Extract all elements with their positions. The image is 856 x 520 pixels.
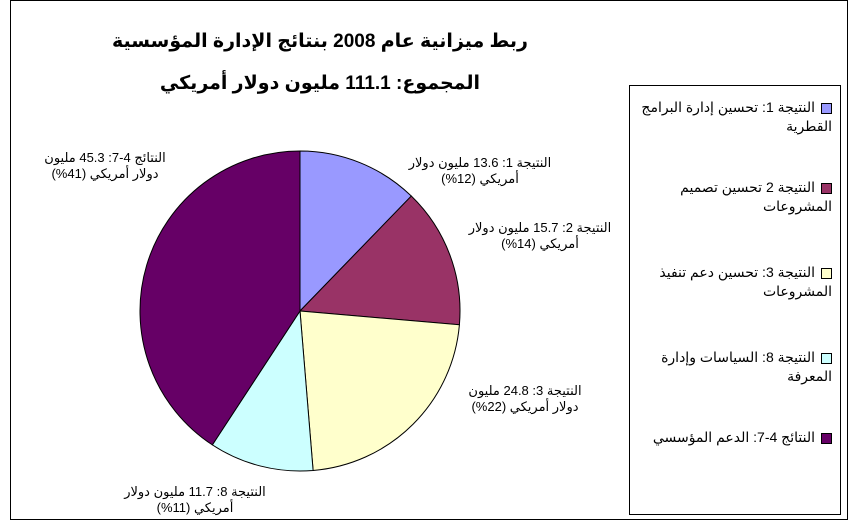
legend-swatch [821, 182, 832, 194]
legend-label: النتيجة 1: تحسين إدارة البرامج القطرية [641, 99, 832, 134]
data-label: النتيجة 8: 11.7 مليون دولار أمريكي (11%) [124, 484, 266, 515]
legend-swatch [821, 352, 832, 364]
legend-swatch [821, 432, 832, 444]
legend-item: النتيجة 3: تحسين دعم تنفيذ المشروعات [632, 263, 832, 301]
legend-label: النتائج 4-7: الدعم المؤسسي [652, 429, 815, 445]
legend-swatch [821, 267, 832, 279]
pie-slice [299, 310, 460, 472]
legend-label: النتيجة 3: تحسين دعم تنفيذ المشروعات [659, 264, 832, 299]
pie-slice [299, 150, 412, 313]
data-label: النتيجة 3: 24.8 مليون دولار أمريكي (22%) [468, 383, 582, 414]
legend-item: النتيجة 2 تحسين تصميم المشروعات [632, 178, 832, 216]
pie-slice [298, 195, 461, 326]
data-label: النتائج 4-7: 45.3 مليون دولار أمريكي (41… [44, 150, 166, 181]
pie-slice [211, 309, 314, 472]
legend-item: النتائج 4-7: الدعم المؤسسي [632, 428, 832, 447]
legend-label: النتيجة 2 تحسين تصميم المشروعات [680, 179, 832, 214]
legend-swatch [821, 102, 832, 114]
legend-label: النتيجة 8: السياسات وإدارة المعرفة [661, 349, 832, 384]
chart-title: ربط ميزانية عام 2008 بنتائج الإدارة المؤ… [112, 31, 528, 52]
legend: النتيجة 1: تحسين إدارة البرامج القطرية ال… [629, 85, 841, 515]
legend-item: النتيجة 1: تحسين إدارة البرامج القطرية [632, 98, 832, 136]
chart-subtitle: المجموع: 111.1 مليون دولار أمريكي [159, 73, 481, 94]
legend-item: النتيجة 8: السياسات وإدارة المعرفة [632, 348, 832, 386]
data-label: النتيجة 2: 15.7 مليون دولار أمريكي (14%) [468, 220, 612, 251]
pie-slice [139, 150, 301, 446]
data-label: النتيجة 1: 13.6 مليون دولار أمريكي (12%) [408, 155, 552, 186]
